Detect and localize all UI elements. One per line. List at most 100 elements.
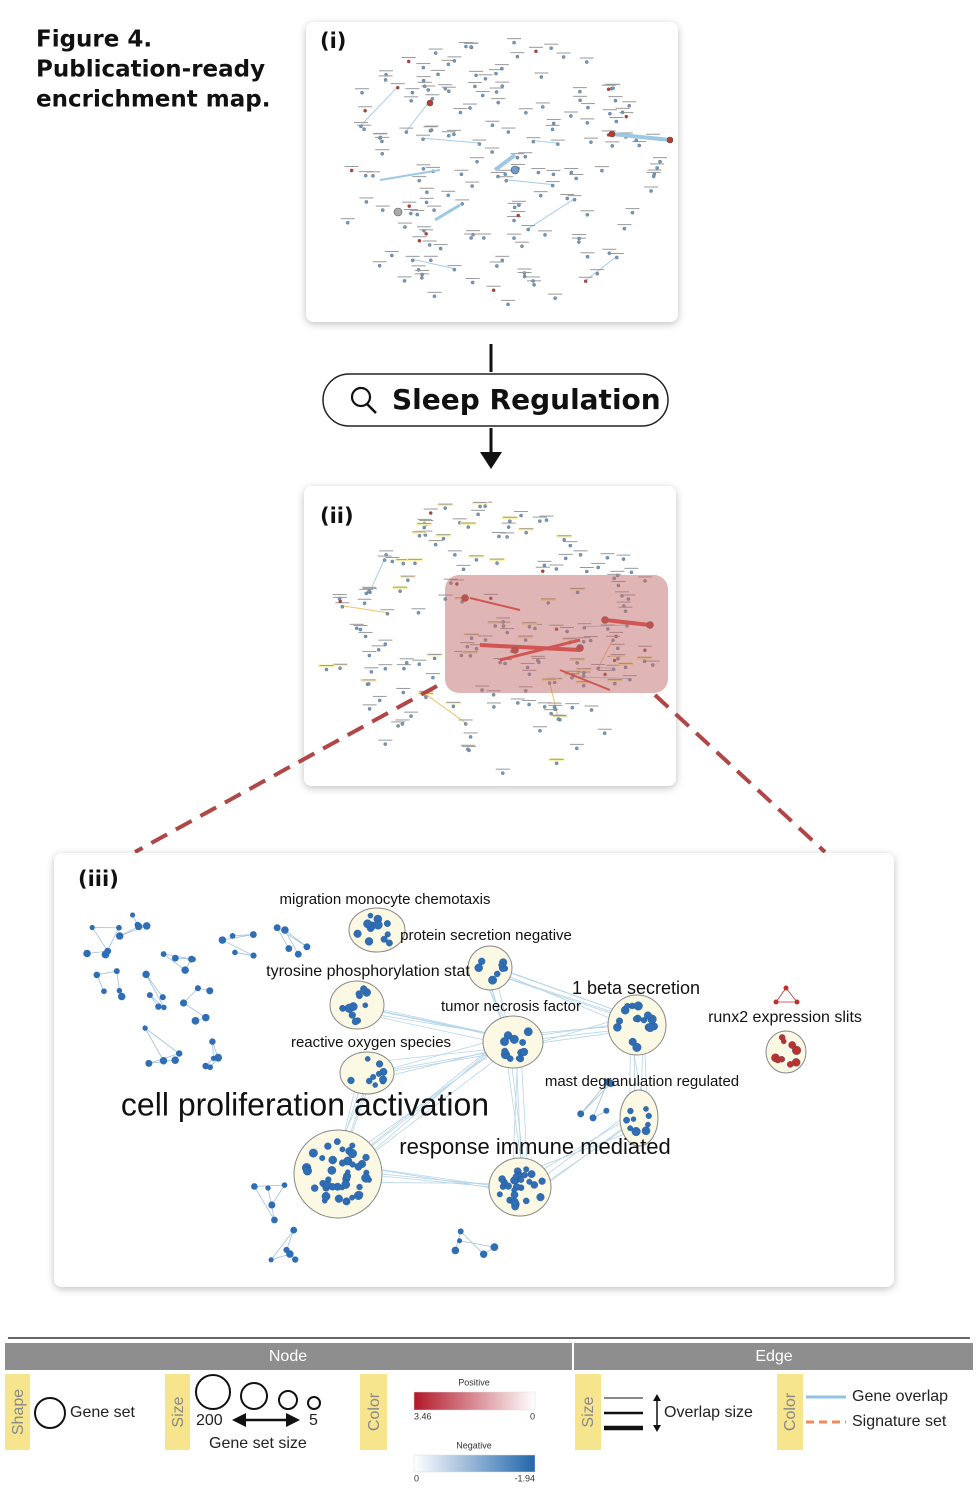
legend-size-circle — [308, 1397, 320, 1409]
node — [457, 1238, 462, 1243]
node — [475, 964, 483, 972]
node — [269, 1257, 274, 1262]
legend-size-circle — [196, 1375, 230, 1409]
node — [381, 208, 384, 211]
node — [348, 1149, 357, 1158]
node — [418, 534, 421, 537]
node — [511, 166, 519, 174]
node — [384, 743, 387, 746]
node — [539, 1178, 546, 1185]
node — [506, 303, 509, 306]
node — [425, 201, 428, 204]
node — [539, 194, 542, 197]
node — [795, 1000, 800, 1005]
node — [363, 602, 366, 605]
node — [143, 922, 150, 929]
node — [118, 993, 126, 1001]
node — [433, 295, 436, 298]
node — [377, 648, 380, 651]
node — [497, 101, 500, 104]
node — [423, 85, 426, 88]
node — [473, 85, 476, 88]
cluster-label: tyrosine phosphorylation stat — [266, 963, 470, 980]
node — [646, 1113, 652, 1119]
node — [365, 937, 373, 945]
node — [541, 570, 544, 573]
node — [522, 1172, 528, 1178]
legend-shape — [35, 1398, 65, 1428]
node — [537, 171, 540, 174]
node — [230, 933, 236, 939]
node — [396, 86, 399, 89]
node — [504, 173, 507, 176]
node — [452, 1247, 460, 1255]
node — [590, 708, 593, 711]
legend-tag-text: Color — [366, 1392, 383, 1431]
node — [475, 160, 478, 163]
node — [517, 214, 520, 217]
node — [439, 247, 442, 250]
node — [527, 703, 530, 706]
node — [434, 543, 437, 546]
node — [390, 254, 393, 257]
legend-text: Gene set size — [209, 1435, 307, 1452]
cluster-label: cell proliferation activation — [121, 1086, 489, 1122]
node — [468, 106, 471, 109]
node — [538, 729, 541, 732]
node — [484, 77, 487, 80]
node — [367, 590, 370, 593]
legend-text: Gene overlap — [852, 1388, 948, 1405]
node — [360, 91, 363, 94]
node — [523, 275, 526, 278]
node — [641, 1017, 647, 1023]
node — [554, 297, 557, 300]
node — [352, 1018, 359, 1025]
node — [627, 1125, 632, 1130]
node — [615, 256, 618, 259]
node — [434, 51, 437, 54]
node — [329, 1183, 336, 1190]
legend-title: Node — [269, 1348, 307, 1365]
node — [555, 762, 558, 765]
node — [251, 1183, 258, 1190]
node — [543, 705, 546, 708]
node — [578, 90, 581, 93]
node — [623, 1117, 629, 1123]
node — [516, 1056, 521, 1061]
node — [505, 535, 508, 538]
node — [379, 1076, 387, 1084]
node — [161, 951, 167, 957]
node — [505, 1183, 512, 1190]
node — [585, 60, 588, 63]
node — [399, 590, 402, 593]
node — [658, 160, 661, 163]
node — [469, 735, 472, 738]
node — [627, 1108, 633, 1114]
node — [498, 962, 503, 967]
node — [499, 1175, 506, 1182]
node — [432, 209, 435, 212]
node — [350, 1162, 356, 1168]
node — [376, 1061, 383, 1068]
node — [371, 174, 374, 177]
node — [335, 1195, 343, 1203]
node — [501, 1048, 508, 1055]
node — [630, 571, 633, 574]
node — [586, 121, 589, 124]
node — [403, 225, 406, 228]
node — [453, 553, 456, 556]
node — [370, 670, 373, 673]
node — [430, 128, 433, 131]
caption-label: Figure 4. — [36, 27, 152, 53]
node — [603, 1108, 609, 1114]
node — [478, 505, 481, 508]
node — [469, 45, 472, 48]
node — [484, 505, 487, 508]
node — [402, 562, 405, 565]
node — [447, 134, 450, 137]
node — [575, 747, 578, 750]
legend-tag-text: Size — [170, 1396, 187, 1427]
node — [402, 667, 405, 670]
node — [344, 1199, 349, 1204]
node — [461, 202, 464, 205]
